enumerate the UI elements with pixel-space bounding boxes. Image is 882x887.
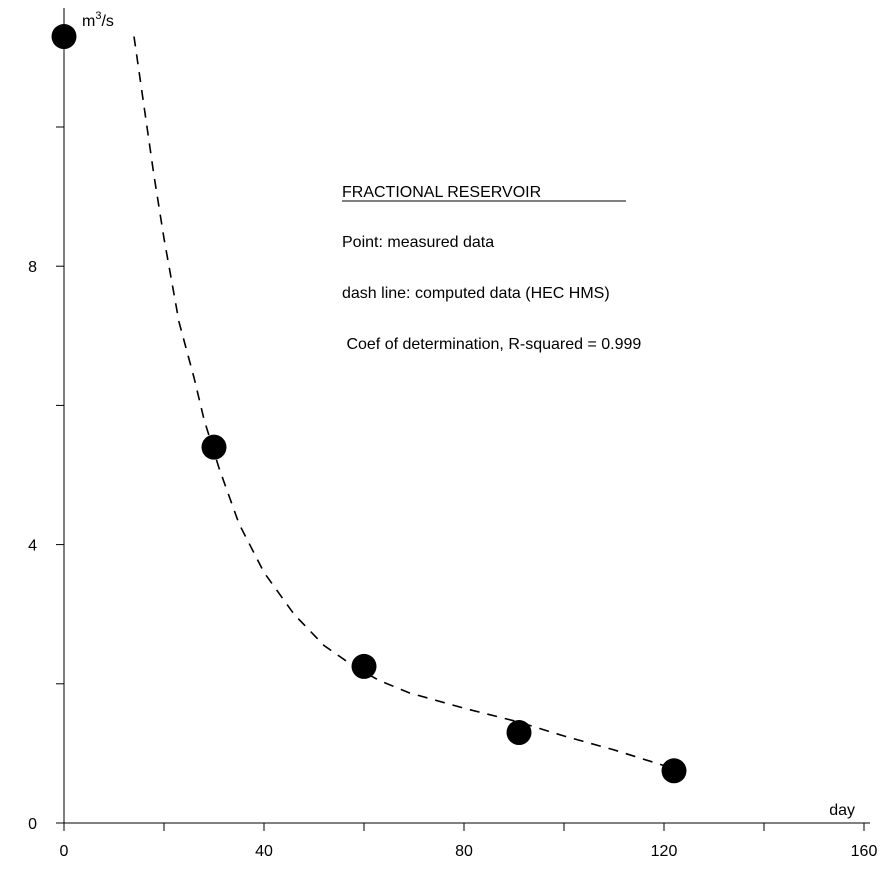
computed-data-line bbox=[133, 36, 675, 770]
measured-point bbox=[351, 653, 377, 679]
measured-point bbox=[506, 720, 532, 746]
annotation-computed: dash line: computed data (HEC HMS) bbox=[342, 285, 610, 302]
measured-point bbox=[201, 434, 227, 460]
x-axis-label: day bbox=[829, 802, 855, 819]
x-tick-label: 160 bbox=[851, 843, 878, 860]
axis-ticks bbox=[56, 126, 865, 831]
y-tick-label: 8 bbox=[28, 259, 37, 276]
annotation-measured: Point: measured data bbox=[342, 234, 494, 251]
measured-point bbox=[661, 758, 687, 784]
y-tick-label: 4 bbox=[28, 538, 37, 555]
tick-labels: 0 40 80 120 160 0 4 8 bbox=[28, 259, 877, 860]
annotation-box: FRACTIONAL RESERVOIR Point: measured dat… bbox=[342, 184, 641, 353]
x-tick-label: 80 bbox=[455, 843, 473, 860]
measured-points bbox=[51, 24, 687, 784]
x-tick-label: 40 bbox=[255, 843, 273, 860]
x-tick-label: 120 bbox=[651, 843, 678, 860]
measured-point bbox=[51, 24, 77, 50]
annotation-r-squared: Coef of determination, R-squared = 0.999 bbox=[342, 336, 641, 353]
x-tick-label: 0 bbox=[60, 843, 69, 860]
y-tick-label: 0 bbox=[28, 816, 37, 833]
y-axis-unit: m3/s bbox=[82, 10, 114, 30]
annotation-title: FRACTIONAL RESERVOIR bbox=[342, 184, 541, 201]
